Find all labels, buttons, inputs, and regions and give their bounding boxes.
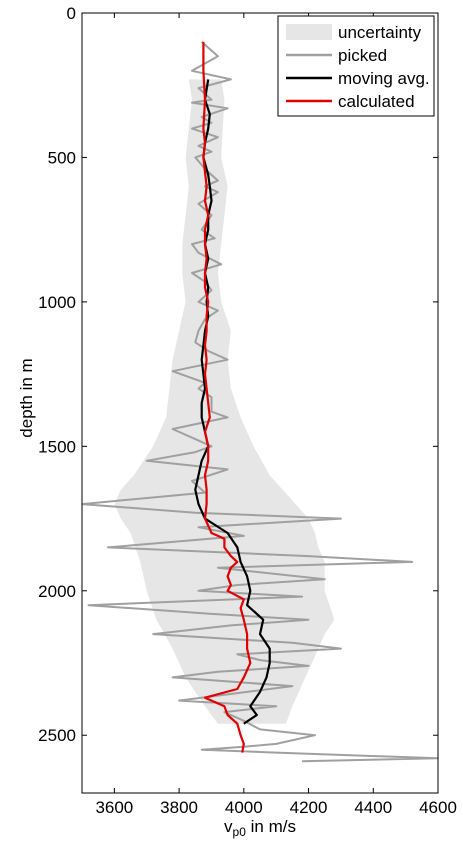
x-tick-label: 4400 bbox=[354, 798, 392, 817]
legend: uncertainty picked moving avg. calculated bbox=[277, 15, 435, 117]
y-tick-label: 500 bbox=[48, 148, 76, 167]
y-tick-label: 1000 bbox=[38, 293, 76, 312]
data-layer bbox=[82, 41, 438, 763]
y-tick-label: 2500 bbox=[38, 726, 76, 745]
x-tick-label: 4000 bbox=[225, 798, 263, 817]
series-picked-line bbox=[82, 41, 438, 763]
series-moving-avg-line bbox=[194, 79, 271, 725]
legend-label-picked: picked bbox=[338, 46, 387, 65]
x-tick-label: 3600 bbox=[95, 798, 133, 817]
legend-label-uncertainty: uncertainty bbox=[338, 23, 422, 42]
series-calculated-line bbox=[202, 41, 252, 753]
y-tick-label: 2000 bbox=[38, 582, 76, 601]
y-tick-label: 0 bbox=[67, 4, 76, 23]
legend-label-calculated: calculated bbox=[338, 92, 415, 111]
legend-label-moving-avg: moving avg. bbox=[338, 69, 430, 88]
x-axis-label: vp0 in m/s bbox=[224, 817, 296, 839]
x-axis-label-subscript: p0 bbox=[233, 825, 247, 839]
x-axis-label-units: in m/s bbox=[246, 817, 296, 836]
plot-frame bbox=[81, 12, 439, 794]
legend-swatch-uncertainty bbox=[286, 24, 332, 40]
uncertainty-band bbox=[114, 79, 335, 724]
x-tick-label: 4600 bbox=[419, 798, 457, 817]
x-axis-label-main: v bbox=[224, 817, 233, 836]
x-tick-label: 4200 bbox=[290, 798, 328, 817]
x-tick-label: 3800 bbox=[160, 798, 198, 817]
y-tick-label: 1500 bbox=[38, 437, 76, 456]
y-axis-label: depth in m bbox=[17, 358, 36, 437]
tick-layer: 3600 3800 4000 4200 4400 4600 0 500 1000 1500 2000… bbox=[38, 4, 457, 817]
